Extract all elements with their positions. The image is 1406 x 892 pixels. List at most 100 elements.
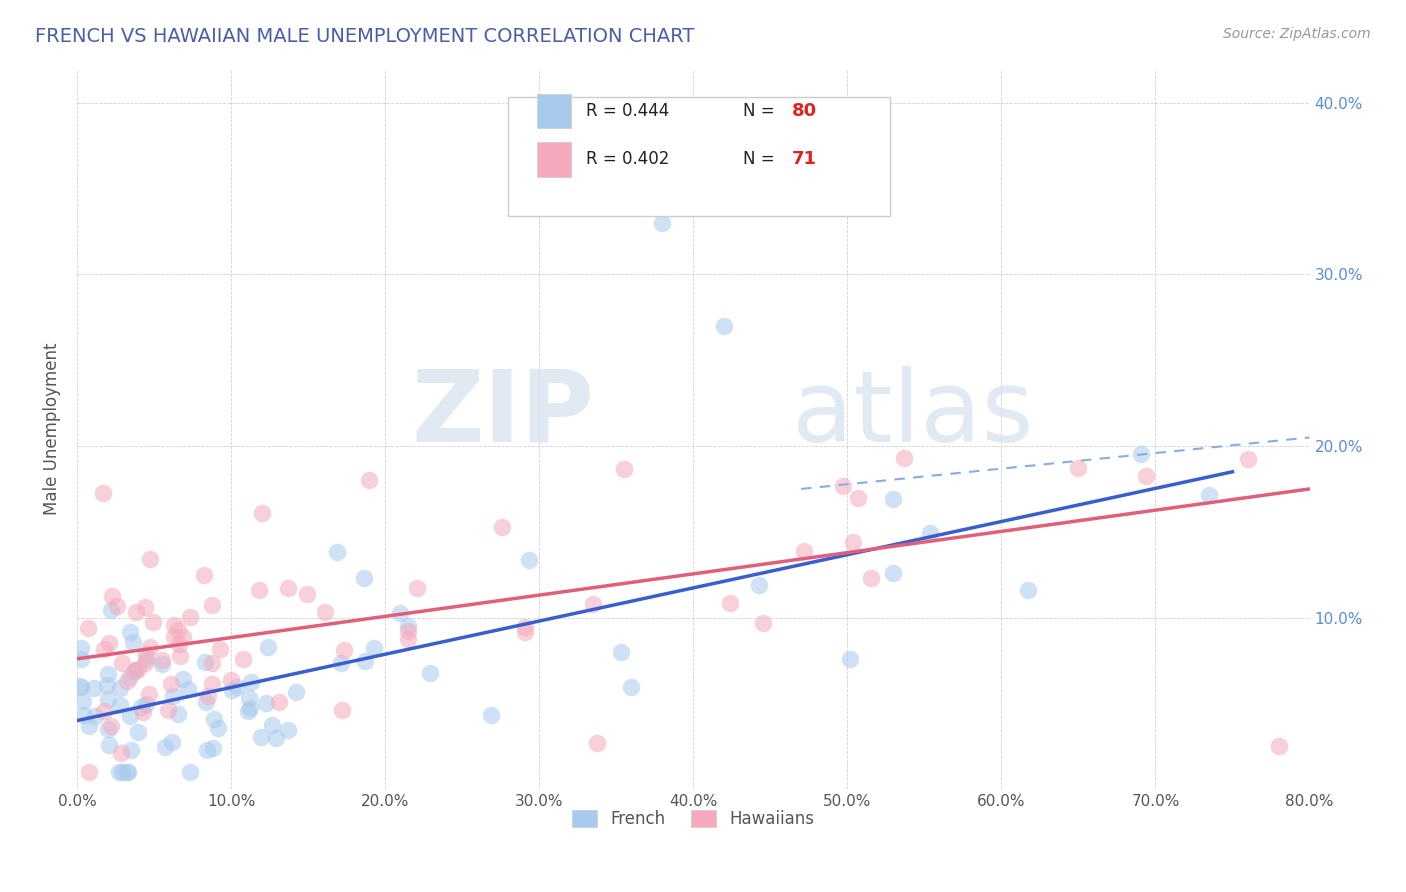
Point <box>93 704 115 718</box>
Text: FRENCH VS HAWAIIAN MALE UNEMPLOYMENT CORRELATION CHART: FRENCH VS HAWAIIAN MALE UNEMPLOYMENT COR… <box>35 27 695 45</box>
Point <box>120 742 142 756</box>
Point <box>201 598 224 612</box>
Point <box>329 656 352 670</box>
Point <box>1130 447 1153 461</box>
Point <box>752 616 775 631</box>
Point <box>219 673 242 687</box>
Point <box>396 632 419 646</box>
Point <box>117 765 139 780</box>
Text: N =: N = <box>742 151 775 169</box>
Point <box>129 700 152 714</box>
Point <box>613 462 636 476</box>
Point <box>201 740 224 755</box>
Point <box>108 765 131 780</box>
Point <box>238 704 260 718</box>
Point <box>193 568 215 582</box>
Text: N =: N = <box>742 102 775 120</box>
Point <box>221 683 243 698</box>
Point <box>77 765 100 780</box>
Point <box>240 674 263 689</box>
Point <box>846 491 869 506</box>
Point <box>166 706 188 721</box>
Point <box>517 553 540 567</box>
Point <box>513 620 536 634</box>
Point <box>138 688 160 702</box>
Point <box>250 730 273 744</box>
Point <box>1236 452 1258 467</box>
Point <box>893 451 915 466</box>
Point <box>72 693 94 707</box>
Point <box>238 700 260 714</box>
Point <box>195 743 218 757</box>
Point <box>169 637 191 651</box>
Point <box>97 692 120 706</box>
Point <box>194 695 217 709</box>
Text: ZIP: ZIP <box>412 366 595 463</box>
Point <box>332 643 354 657</box>
Point <box>118 670 141 684</box>
Point <box>1198 488 1220 502</box>
Point <box>860 570 883 584</box>
Point <box>124 663 146 677</box>
Point <box>132 705 155 719</box>
Point <box>69 641 91 656</box>
Point <box>1017 582 1039 597</box>
Point <box>620 681 643 695</box>
Point <box>882 492 904 507</box>
Point <box>101 589 124 603</box>
Point <box>76 621 98 635</box>
Point <box>262 717 284 731</box>
Point <box>277 581 299 595</box>
Point <box>882 566 904 581</box>
Point <box>832 479 855 493</box>
Legend: French, Hawaiians: French, Hawaiians <box>565 804 821 835</box>
Point <box>111 656 134 670</box>
Point <box>207 721 229 735</box>
Point <box>295 587 318 601</box>
Point <box>586 736 609 750</box>
Point <box>238 690 260 705</box>
Point <box>150 657 173 671</box>
Point <box>1267 739 1289 754</box>
Point <box>838 652 860 666</box>
Point <box>208 641 231 656</box>
Point <box>83 709 105 723</box>
Point <box>266 731 288 745</box>
Point <box>419 666 441 681</box>
Point <box>142 615 165 630</box>
Point <box>157 703 180 717</box>
Point <box>197 690 219 704</box>
Point <box>252 506 274 520</box>
Point <box>163 630 186 644</box>
Point <box>69 679 91 693</box>
Point <box>159 677 181 691</box>
Point <box>1135 468 1157 483</box>
Point <box>69 652 91 666</box>
Point <box>363 640 385 655</box>
Point <box>396 618 419 632</box>
Point <box>269 695 291 709</box>
Point <box>354 655 377 669</box>
Point <box>122 635 145 649</box>
Point <box>163 617 186 632</box>
Point <box>73 708 96 723</box>
Point <box>138 552 160 566</box>
Point <box>330 704 353 718</box>
Point <box>513 625 536 640</box>
Point <box>491 520 513 534</box>
Point <box>98 636 121 650</box>
Point <box>172 630 194 644</box>
Point <box>179 610 201 624</box>
Point <box>406 582 429 596</box>
Point <box>70 680 93 694</box>
Point <box>226 680 249 694</box>
Point <box>748 578 770 592</box>
Point <box>841 535 863 549</box>
Point <box>135 651 157 665</box>
Y-axis label: Male Unemployment: Male Unemployment <box>44 343 60 515</box>
Point <box>610 645 633 659</box>
Point <box>108 698 131 713</box>
Point <box>125 606 148 620</box>
Point <box>150 652 173 666</box>
Point <box>326 545 349 559</box>
